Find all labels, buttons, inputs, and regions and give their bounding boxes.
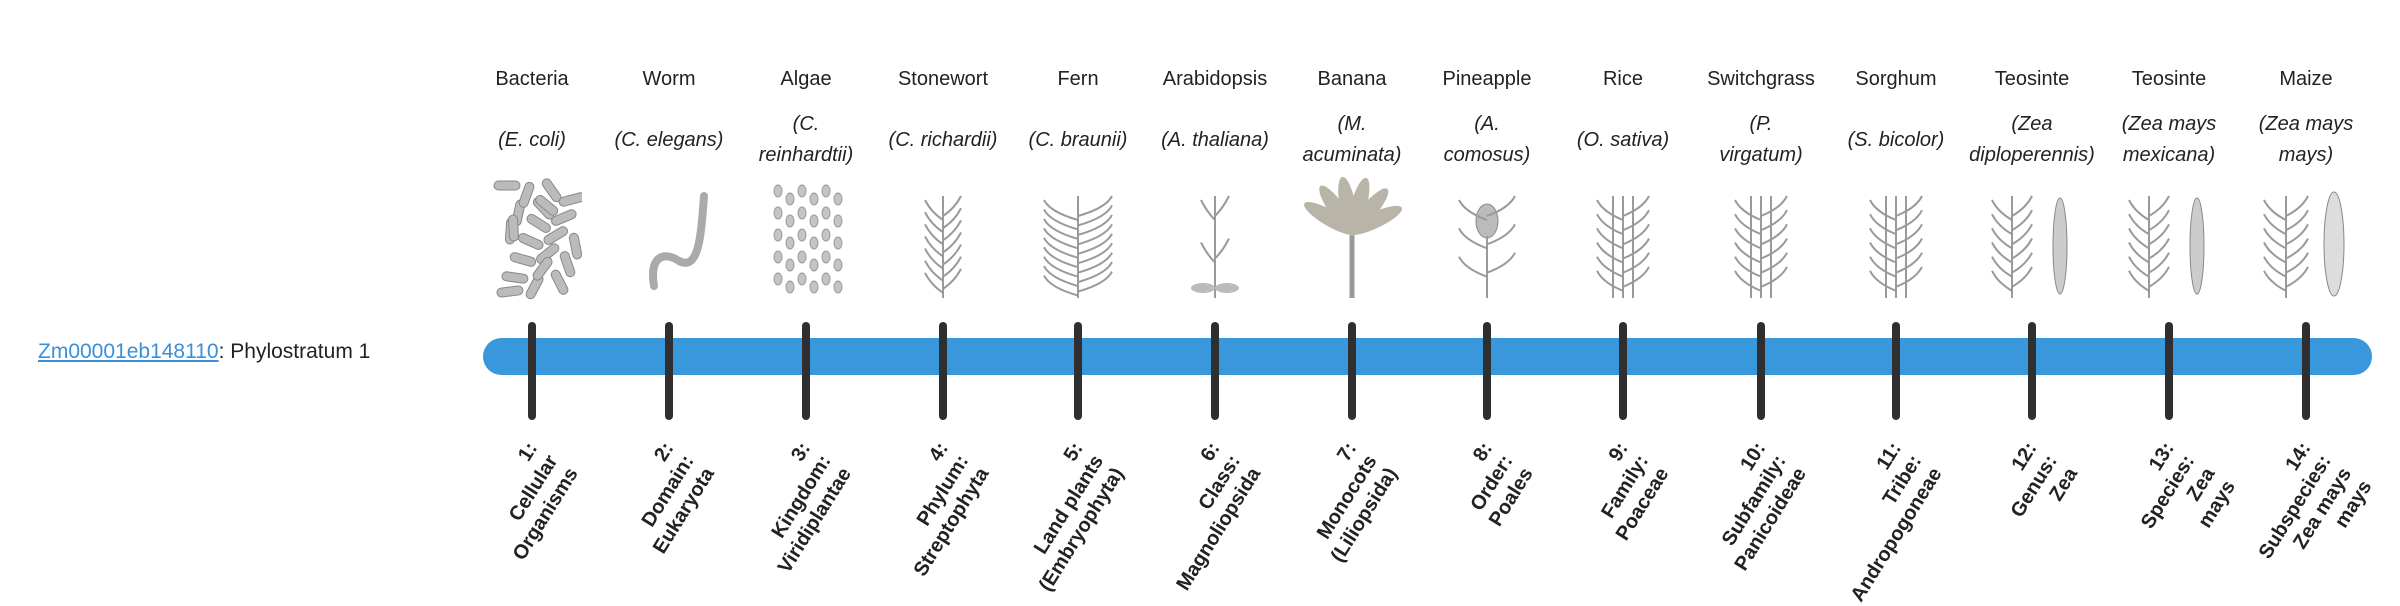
maize-illustration-icon [2256,176,2356,302]
organism-latin-name: (P. virgatum) [1719,113,1803,166]
organism-common-name: Switchgrass [1707,68,1815,90]
organism-latin-name: (Zea diploperennis) [1969,113,2095,166]
organism-latin-name: (Zea mays mays) [2258,113,2354,166]
organism-common-name: Stonewort [897,68,989,90]
organism-common-name: Rice [1602,68,1643,90]
organism-common-name: Maize [2279,68,2333,90]
organism-common-name: Teosinte [1994,68,2070,90]
organism-latin-name: (C. richardii) [888,128,998,151]
phylostratum-tick [1483,322,1491,420]
phylostratum-tick [2165,322,2173,420]
phylostratum-text: : Phylostratum 1 [218,340,371,363]
organism-latin-name: (A. thaliana) [1161,128,1269,151]
taxonomic-rank-label: 6: Class: Magnoliopsida [1172,438,1266,595]
sorghum-illustration-icon [1846,176,1946,302]
organism-common-name: Algae [780,68,832,90]
arabidopsis-illustration-icon [1165,176,1265,302]
taxonomic-rank-label: 5: Land plants (Embryophyta) [1029,438,1129,596]
organism-latin-name: (C. braunii) [1028,128,1128,151]
gene-phylostratum-label: Zm00001eb148110: Phylostratum 1 [38,340,370,364]
organism-latin-name: (A. comosus) [1443,113,1531,166]
phylostratum-tick [2028,322,2036,420]
phylostratum-tick [1211,322,1219,420]
algae-illustration-icon [756,176,856,302]
taxonomic-rank-label: 7: Monocots (Liliopsida) [1313,438,1403,567]
taxonomic-rank-label: 13: Species: Zea mays [2136,438,2240,533]
taxonomic-rank-label: 12: Genus: Zea [2006,438,2083,522]
worm-illustration-icon [619,176,719,302]
phylostratum-tick [1892,322,1900,420]
phylostratum-tick [1074,322,1082,420]
taxonomic-rank-label: 1: Cellular Organisms [504,438,583,565]
organism-common-name: Fern [1057,68,1099,90]
organism-latin-name: (Zea mays mexicana) [2121,113,2217,166]
organism-common-name: Arabidopsis [1162,68,1268,90]
organism-latin-name: (C. reinhardtii) [758,113,854,166]
phylostratum-tick [939,322,947,420]
taxonomic-rank-label: 14: Subspecies: Zea mays mays [2254,438,2377,563]
organism-latin-name: (O. sativa) [1576,128,1670,151]
organism-latin-name: (C. elegans) [614,128,724,151]
taxonomic-rank-label: 10: Subfamily: Panicoideae [1718,438,1812,575]
pineapple-illustration-icon [1437,176,1537,302]
stonewort-illustration-icon [893,176,993,302]
organism-latin-name: (E. coli) [498,128,566,151]
gene-id-link[interactable]: Zm00001eb148110 [38,340,219,363]
taxonomic-rank-label: 11: Tribe: Andropogoneae [1846,438,1947,606]
phylostratum-tick [1619,322,1627,420]
phylostratum-tick [1348,322,1356,420]
organism-common-name: Sorghum [1855,68,1937,90]
phylostratum-tick [528,322,536,420]
organism-common-name: Banana [1317,68,1387,90]
banana-illustration-icon [1302,176,1403,302]
organism-common-name: Bacteria [495,68,569,90]
fern-illustration-icon [1028,176,1128,302]
taxonomic-rank-label: 8: Order: Poales [1465,438,1538,531]
phylostratum-tick [1757,322,1765,420]
phylostratum-tick [2302,322,2310,420]
teosinte-illustration-icon [1982,176,2082,302]
teosinte-illustration-icon [2119,176,2219,302]
rice-illustration-icon [1573,176,1673,302]
phylostratum-timeline-bar [483,338,2372,375]
bacteria-illustration-icon [482,176,586,302]
taxonomic-rank-label: 9: Family: Poaceae [1597,438,1674,545]
taxonomic-rank-label: 2: Domain: Eukaryota [637,438,720,558]
organism-latin-name: (M. acuminata) [1302,113,1402,166]
organism-common-name: Pineapple [1442,68,1532,90]
organism-common-name: Teosinte [2131,68,2207,90]
taxonomic-rank-label: 4: Phylum: Streptophyta [909,438,994,581]
switchgrass-illustration-icon [1711,176,1811,302]
organism-latin-name: (S. bicolor) [1847,128,1945,151]
phylostratum-tick [665,322,673,420]
taxonomic-rank-label: 3: Kingdom: Viridiplantae [767,438,857,578]
organism-common-name: Worm [642,68,696,90]
phylostratum-tick [802,322,810,420]
